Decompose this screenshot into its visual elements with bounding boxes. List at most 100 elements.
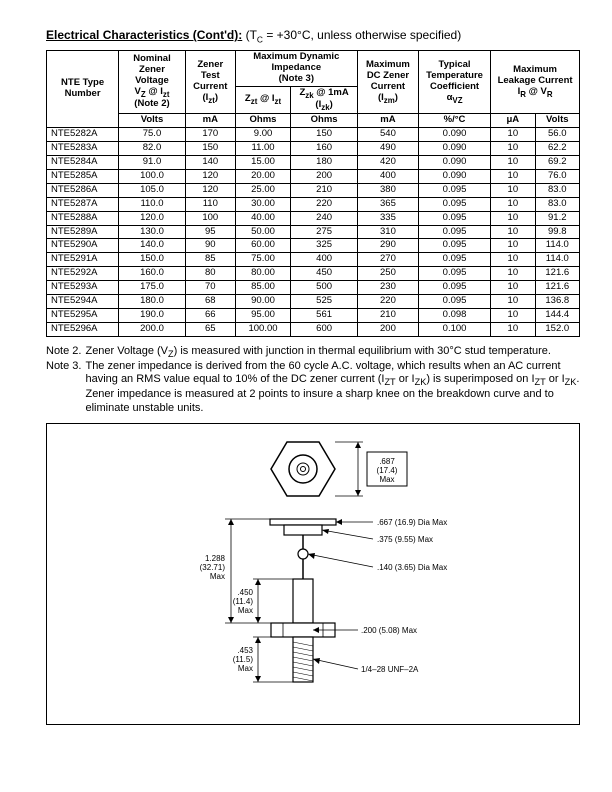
table-cell: 82.0 xyxy=(119,142,186,156)
table-cell: 121.6 xyxy=(535,281,579,295)
table-row: NTE5286A105.012025.002103800.0951083.0 xyxy=(47,183,580,197)
table-row: NTE5289A130.09550.002753100.0951099.8 xyxy=(47,225,580,239)
table-cell: 210 xyxy=(357,309,418,323)
table-cell: 0.090 xyxy=(418,155,490,169)
table-cell: 40.00 xyxy=(235,211,291,225)
svg-text:Max: Max xyxy=(210,572,225,581)
table-cell: NTE5283A xyxy=(47,142,119,156)
table-cell: NTE5293A xyxy=(47,281,119,295)
table-cell: 69.2 xyxy=(535,155,579,169)
table-cell: 50.00 xyxy=(235,225,291,239)
table-cell: 10 xyxy=(491,183,535,197)
table-cell: 290 xyxy=(357,239,418,253)
table-cell: 110 xyxy=(185,197,235,211)
table-cell: 130.0 xyxy=(119,225,186,239)
table-cell: 190.0 xyxy=(119,309,186,323)
col-unit: Ohms xyxy=(291,114,358,128)
table-cell: 180 xyxy=(291,155,358,169)
col-unit: Volts xyxy=(535,114,579,128)
table-cell: 10 xyxy=(491,197,535,211)
table-cell: NTE5282A xyxy=(47,128,119,142)
dim-bodyw: .200 (5.08) Max xyxy=(361,626,417,635)
col-unit: %/°C xyxy=(418,114,490,128)
table-cell: 76.0 xyxy=(535,169,579,183)
svg-text:(11.5): (11.5) xyxy=(233,655,254,664)
note2-label: Note 2. xyxy=(46,345,85,360)
table-cell: 600 xyxy=(291,322,358,336)
col-unit: μA xyxy=(491,114,535,128)
table-cell: 490 xyxy=(357,142,418,156)
table-cell: 110.0 xyxy=(119,197,186,211)
table-cell: NTE5289A xyxy=(47,225,119,239)
table-cell: 90.00 xyxy=(235,295,291,309)
table-row: NTE5293A175.07085.005002300.09510121.6 xyxy=(47,281,580,295)
table-cell: 114.0 xyxy=(535,239,579,253)
table-row: NTE5294A180.06890.005252200.09510136.8 xyxy=(47,295,580,309)
table-cell: 62.2 xyxy=(535,142,579,156)
table-cell: 10 xyxy=(491,155,535,169)
table-cell: 25.00 xyxy=(235,183,291,197)
table-cell: 0.095 xyxy=(418,267,490,281)
table-cell: 85 xyxy=(185,253,235,267)
table-row: NTE5291A150.08575.004002700.09510114.0 xyxy=(47,253,580,267)
table-cell: NTE5294A xyxy=(47,295,119,309)
table-cell: 15.00 xyxy=(235,155,291,169)
table-cell: 0.090 xyxy=(418,142,490,156)
svg-text:(32.71): (32.71) xyxy=(200,563,226,572)
table-cell: 66 xyxy=(185,309,235,323)
table-cell: 10 xyxy=(491,128,535,142)
table-cell: 365 xyxy=(357,197,418,211)
table-cell: 144.4 xyxy=(535,309,579,323)
table-cell: 325 xyxy=(291,239,358,253)
title-condition-pre: (T xyxy=(242,28,257,42)
col-unit: mA xyxy=(185,114,235,128)
table-cell: 150 xyxy=(291,128,358,142)
table-cell: 0.095 xyxy=(418,239,490,253)
table-cell: 10 xyxy=(491,281,535,295)
table-cell: 250 xyxy=(357,267,418,281)
table-cell: NTE5288A xyxy=(47,211,119,225)
table-cell: NTE5286A xyxy=(47,183,119,197)
table-cell: 220 xyxy=(357,295,418,309)
table-cell: 0.095 xyxy=(418,197,490,211)
col-unit: Volts xyxy=(119,114,186,128)
table-cell: 100.0 xyxy=(119,169,186,183)
col-header: Typical Temperature CoefficientαVZ xyxy=(418,51,490,114)
col-header: Maximum Dynamic Impedance(Note 3) xyxy=(235,51,357,87)
title-condition-post: = +30°C, unless otherwise specified) xyxy=(263,28,461,42)
table-cell: NTE5291A xyxy=(47,253,119,267)
table-cell: NTE5284A xyxy=(47,155,119,169)
table-cell: 65 xyxy=(185,322,235,336)
svg-text:(11.4): (11.4) xyxy=(233,597,254,606)
table-cell: 91.2 xyxy=(535,211,579,225)
table-cell: 80 xyxy=(185,267,235,281)
svg-text:Max: Max xyxy=(238,664,253,673)
table-cell: 0.095 xyxy=(418,225,490,239)
table-cell: 310 xyxy=(357,225,418,239)
table-cell: 30.00 xyxy=(235,197,291,211)
table-cell: 0.090 xyxy=(418,128,490,142)
table-row: NTE5287A110.011030.002203650.0951083.0 xyxy=(47,197,580,211)
table-cell: 120 xyxy=(185,183,235,197)
dim-dia2: .375 (9.55) Max xyxy=(377,535,433,544)
table-cell: 270 xyxy=(357,253,418,267)
table-cell: 0.098 xyxy=(418,309,490,323)
table-row: NTE5283A82.015011.001604900.0901062.2 xyxy=(47,142,580,156)
svg-text:.453: .453 xyxy=(237,646,253,655)
table-cell: 80.00 xyxy=(235,267,291,281)
table-row: NTE5284A91.014015.001804200.0901069.2 xyxy=(47,155,580,169)
table-cell: 60.00 xyxy=(235,239,291,253)
table-cell: 240 xyxy=(291,211,358,225)
note3-label: Note 3. xyxy=(46,360,85,415)
svg-text:(17.4): (17.4) xyxy=(377,466,398,475)
table-cell: NTE5285A xyxy=(47,169,119,183)
table-cell: 10 xyxy=(491,239,535,253)
table-cell: 152.0 xyxy=(535,322,579,336)
table-cell: 0.095 xyxy=(418,295,490,309)
table-cell: 10 xyxy=(491,253,535,267)
table-cell: 95 xyxy=(185,225,235,239)
table-cell: 114.0 xyxy=(535,253,579,267)
note3-text: The zener impedance is derived from the … xyxy=(85,360,580,415)
table-cell: 561 xyxy=(291,309,358,323)
table-cell: 140.0 xyxy=(119,239,186,253)
